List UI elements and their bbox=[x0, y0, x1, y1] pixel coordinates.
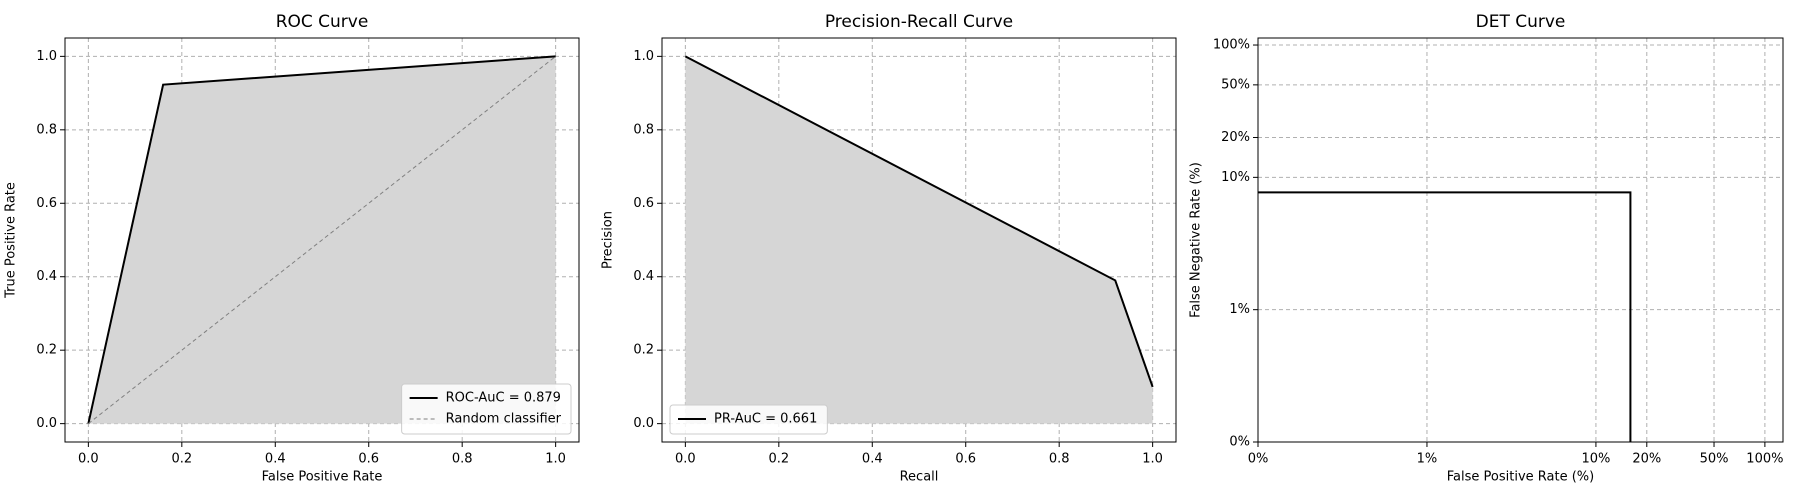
line bbox=[1258, 191, 1632, 442]
x-tick-label: 1.0 bbox=[1142, 452, 1163, 467]
y-tick-label: 0.2 bbox=[633, 343, 654, 358]
x-tick-label: 100% bbox=[1746, 452, 1783, 467]
x-tick-label: 0.0 bbox=[675, 452, 696, 467]
x-tick-label: 1% bbox=[1417, 452, 1438, 467]
x-tick-label: 0.2 bbox=[768, 452, 789, 467]
x-tick-label: 0.8 bbox=[452, 452, 473, 467]
y-tick-label: 0.8 bbox=[633, 122, 654, 137]
x-tick-label: 0% bbox=[1248, 452, 1269, 467]
y-tick-label: 1.0 bbox=[633, 49, 654, 64]
legend: ROC-AuC = 0.879 Random classifier bbox=[401, 383, 572, 435]
y-axis-label: True Positive Rate bbox=[4, 182, 19, 299]
y-tick-label: 0.8 bbox=[36, 122, 57, 137]
x-tick-label: 0.4 bbox=[265, 452, 286, 467]
x-tick-label: 0.6 bbox=[955, 452, 976, 467]
plot-frame bbox=[1257, 37, 1784, 443]
legend-label: PR-AuC = 0.661 bbox=[714, 412, 817, 427]
line bbox=[684, 55, 1154, 388]
y-tick-label: 0.4 bbox=[633, 269, 654, 284]
x-axis-label: False Positive Rate (%) bbox=[1447, 470, 1594, 485]
y-axis-label: Precision bbox=[601, 211, 616, 269]
x-tick-label: 1.0 bbox=[545, 452, 566, 467]
x-tick-label: 0.2 bbox=[171, 452, 192, 467]
x-tick-label: 0.0 bbox=[78, 452, 99, 467]
y-tick-label: 0.4 bbox=[36, 269, 57, 284]
y-tick-label: 1.0 bbox=[36, 49, 57, 64]
y-tick-label: 20% bbox=[1221, 130, 1250, 145]
y-tick-label: 0.0 bbox=[36, 416, 57, 431]
plot-frame bbox=[64, 37, 580, 443]
y-tick-label: 0.6 bbox=[633, 196, 654, 211]
plot-frame bbox=[661, 37, 1177, 443]
x-tick-label: 0.4 bbox=[862, 452, 883, 467]
chart-title: Precision-Recall Curve bbox=[825, 12, 1013, 32]
chart-title: ROC Curve bbox=[276, 12, 369, 32]
area bbox=[685, 56, 1153, 424]
legend-box bbox=[669, 404, 828, 435]
x-axis-label: Recall bbox=[900, 470, 939, 485]
x-tick-label: 20% bbox=[1632, 452, 1661, 467]
legend: PR-AuC = 0.661 bbox=[669, 404, 828, 435]
y-tick-label: 50% bbox=[1221, 77, 1250, 92]
y-tick-label: 0.0 bbox=[633, 416, 654, 431]
chart-title: DET Curve bbox=[1476, 12, 1566, 32]
y-tick-label: 100% bbox=[1213, 38, 1250, 53]
line bbox=[87, 55, 556, 424]
y-tick-label: 0.2 bbox=[36, 343, 57, 358]
x-tick-label: 0.8 bbox=[1049, 452, 1070, 467]
x-tick-label: 0.6 bbox=[358, 452, 379, 467]
y-tick-label: 0% bbox=[1229, 435, 1250, 450]
legend-label: ROC-AuC = 0.879 bbox=[446, 391, 561, 406]
x-tick-label: 10% bbox=[1581, 452, 1610, 467]
y-tick-label: 0.6 bbox=[36, 196, 57, 211]
x-axis-label: False Positive Rate bbox=[262, 470, 383, 485]
y-axis-label: False Negative Rate (%) bbox=[1189, 162, 1204, 318]
legend-box bbox=[401, 383, 572, 435]
line bbox=[88, 55, 556, 425]
legend-label: Random classifier bbox=[446, 412, 562, 427]
y-tick-label: 10% bbox=[1221, 170, 1250, 185]
y-tick-label: 1% bbox=[1229, 302, 1250, 317]
x-tick-label: 50% bbox=[1700, 452, 1729, 467]
